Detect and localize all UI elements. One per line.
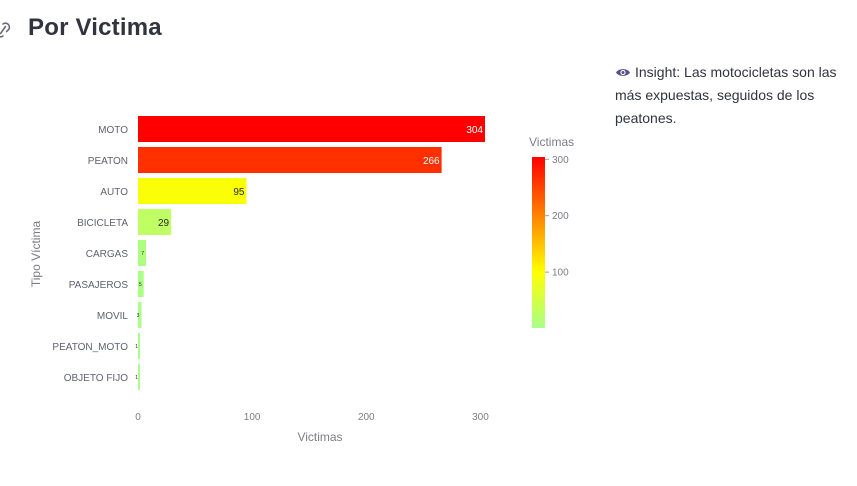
y-tick-label: AUTO — [100, 187, 128, 198]
data-label: 29 — [158, 218, 170, 229]
data-label: 5 — [139, 282, 142, 288]
x-tick-label: 200 — [358, 412, 375, 423]
colorbar-tick-label: 300 — [552, 155, 569, 166]
x-tick-label: 0 — [135, 412, 141, 423]
y-tick-label: MOVIL — [97, 311, 129, 322]
colorbar-title: Victimas — [529, 135, 574, 149]
y-axis-title: Tipo Víctima — [29, 221, 43, 288]
y-tick-labels: MOTO PEATON AUTO BICICLETA CARGAS PASAJEROS MO… — [52, 125, 128, 384]
x-axis: 0 100 200 300 — [135, 412, 489, 423]
bar-peaton[interactable] — [138, 147, 442, 173]
y-tick-label: MOTO — [98, 125, 128, 136]
page-title: Por Victima — [28, 14, 162, 41]
x-tick-label: 300 — [472, 412, 489, 423]
data-label: 3 — [137, 313, 140, 319]
bar-pasajeros[interactable] — [138, 271, 144, 297]
y-tick-label: CARGAS — [86, 249, 129, 260]
y-tick-label: OBJETO FIJO — [64, 373, 128, 384]
data-label: 7 — [141, 251, 144, 257]
bar-cargas[interactable] — [138, 240, 146, 266]
y-tick-label: PASAJEROS — [69, 280, 129, 291]
bar-bicicleta[interactable] — [138, 209, 172, 235]
bar-movil[interactable] — [138, 302, 142, 328]
x-axis-title: Victimas — [297, 430, 342, 444]
colorbar-tick-label: 100 — [552, 268, 569, 279]
data-label: 1 — [135, 344, 138, 350]
y-tick-label: PEATON_MOTO — [52, 342, 128, 353]
bars-group: 304 266 95 29 7 5 3 1 1 — [135, 116, 485, 390]
data-label: 304 — [466, 125, 483, 136]
colorbar-tick-label: 200 — [552, 211, 569, 222]
data-label: 266 — [423, 156, 440, 167]
insight-box: Insight: Las motocicletas son las más ex… — [615, 61, 840, 130]
link-icon[interactable] — [0, 20, 12, 40]
x-tick-label: 100 — [244, 412, 261, 423]
colorbar — [532, 157, 545, 328]
y-tick-label: PEATON — [88, 156, 128, 167]
data-label: 1 — [135, 375, 138, 381]
y-tick-label: BICICLETA — [77, 218, 128, 229]
data-label: 95 — [233, 187, 245, 198]
insight-text: Insight: Las motocicletas son las más ex… — [615, 64, 837, 126]
eye-icon — [616, 69, 630, 76]
bar-peaton-moto[interactable] — [138, 333, 140, 359]
bar-objeto-fijo[interactable] — [138, 364, 140, 390]
colorbar-ticks: 100 200 300 — [545, 155, 569, 279]
bar-moto[interactable] — [138, 116, 485, 142]
bar-auto[interactable] — [138, 178, 247, 204]
